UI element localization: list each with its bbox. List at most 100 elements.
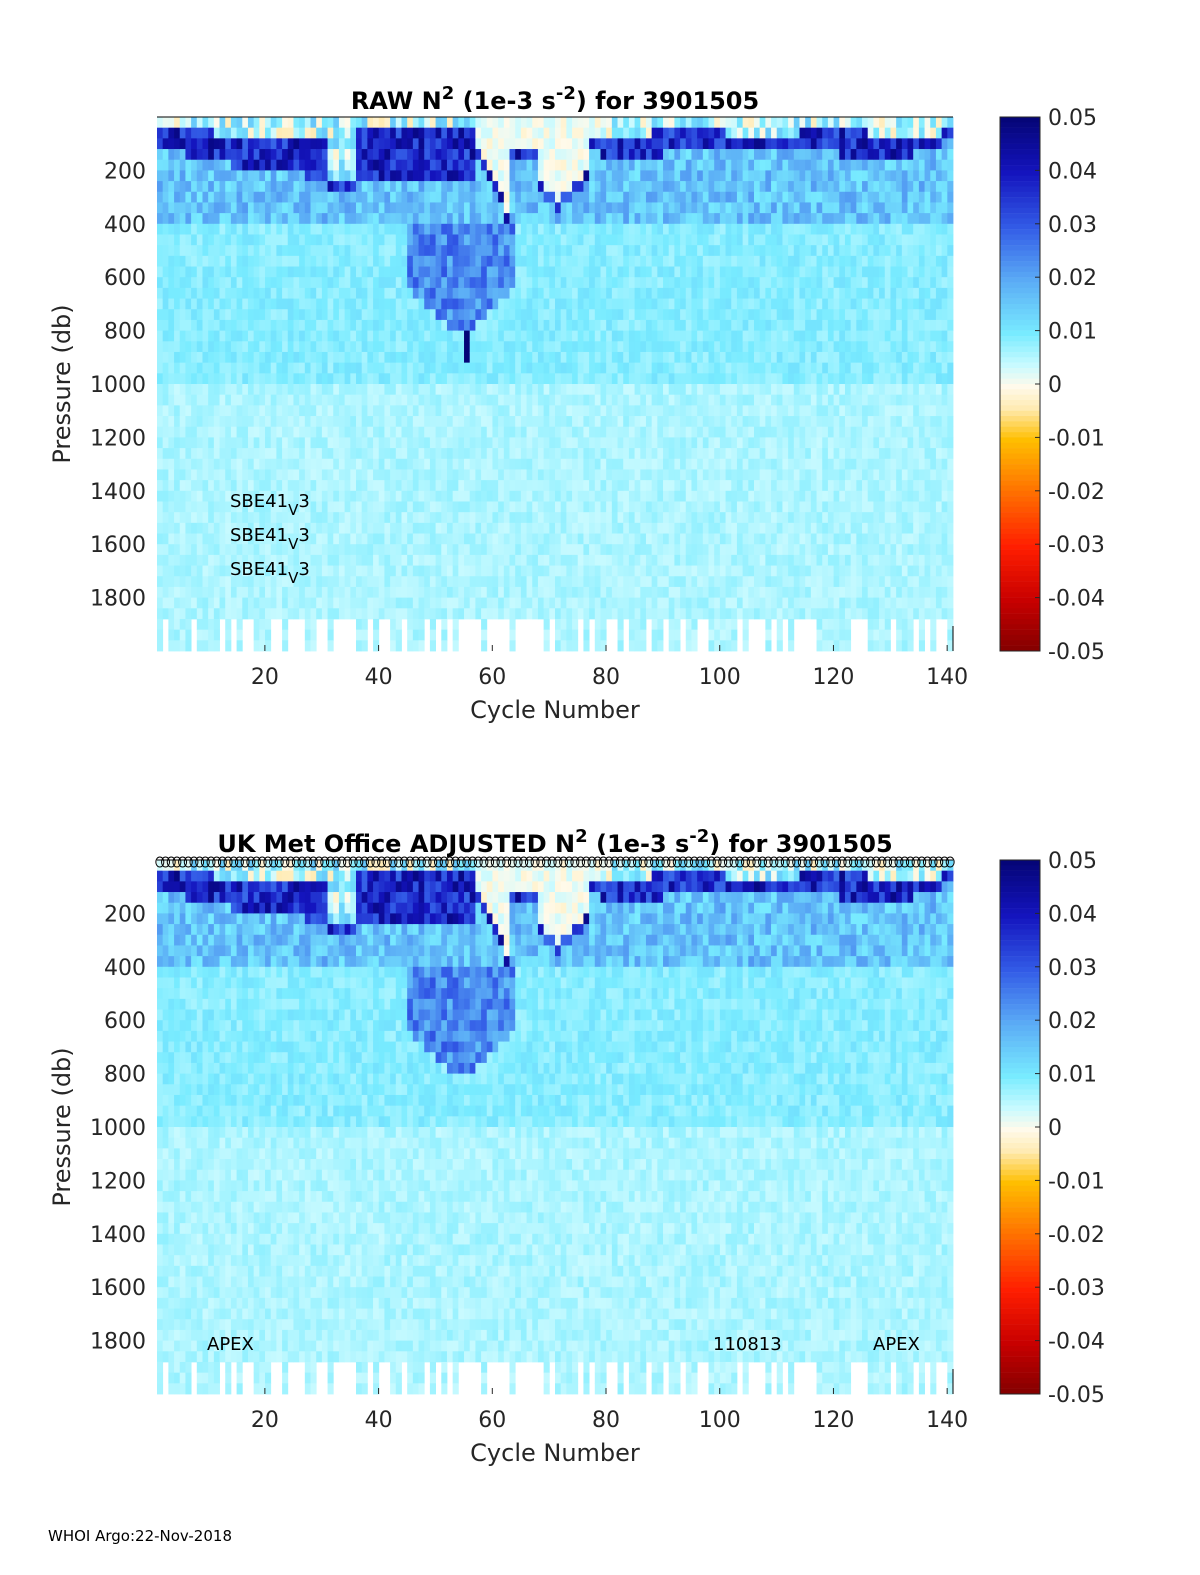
heatmap-cell bbox=[350, 202, 357, 214]
heatmap-cell bbox=[606, 405, 613, 417]
heatmap-cell bbox=[532, 522, 539, 534]
heatmap-cell bbox=[532, 469, 539, 481]
heatmap-cell bbox=[401, 127, 408, 139]
heatmap-cell bbox=[515, 394, 522, 406]
heatmap-cell bbox=[515, 554, 522, 566]
heatmap-cell bbox=[344, 554, 351, 566]
heatmap-cell bbox=[202, 159, 209, 171]
heatmap-cell bbox=[270, 234, 277, 246]
heatmap-cell bbox=[714, 394, 721, 406]
heatmap-cell bbox=[327, 149, 334, 161]
heatmap-cell bbox=[600, 191, 607, 203]
heatmap-cell bbox=[452, 341, 459, 353]
heatmap-cell bbox=[384, 469, 391, 481]
heatmap-cell bbox=[316, 448, 323, 460]
heatmap-cell bbox=[663, 223, 670, 235]
heatmap-cell bbox=[640, 437, 647, 449]
heatmap-cell bbox=[321, 149, 328, 161]
heatmap-cell bbox=[543, 565, 550, 577]
heatmap-cell bbox=[361, 127, 368, 139]
heatmap-cell bbox=[543, 330, 550, 342]
heatmap-cell bbox=[446, 448, 454, 460]
heatmap-cell bbox=[287, 202, 294, 214]
heatmap-cell bbox=[555, 554, 562, 566]
heatmap-cell bbox=[270, 554, 277, 566]
heatmap-cell bbox=[287, 127, 294, 139]
heatmap-cell bbox=[702, 533, 709, 545]
heatmap-cell bbox=[668, 149, 675, 161]
heatmap-cell bbox=[736, 266, 744, 278]
heatmap-cell bbox=[367, 159, 374, 171]
heatmap-cell bbox=[537, 480, 545, 492]
heatmap-cell bbox=[464, 319, 471, 331]
heatmap-cell bbox=[310, 565, 317, 577]
heatmap-cell bbox=[549, 245, 556, 257]
heatmap-cell bbox=[572, 191, 579, 203]
heatmap-cell bbox=[526, 458, 533, 470]
heatmap-cell bbox=[492, 223, 499, 235]
heatmap-cell bbox=[185, 341, 192, 353]
heatmap-cell bbox=[208, 448, 215, 460]
heatmap-cell bbox=[617, 298, 624, 310]
heatmap-cell bbox=[242, 245, 249, 257]
heatmap-cell bbox=[242, 330, 249, 342]
heatmap-cell bbox=[537, 544, 545, 556]
heatmap-cell bbox=[503, 170, 510, 182]
heatmap-cell bbox=[407, 618, 414, 631]
heatmap-cell bbox=[714, 629, 721, 641]
heatmap-cell bbox=[395, 544, 402, 556]
heatmap-cell bbox=[185, 597, 192, 609]
heatmap-cell bbox=[617, 266, 624, 278]
heatmap-cell bbox=[691, 448, 698, 460]
heatmap-cell bbox=[628, 117, 635, 129]
heatmap-cell bbox=[390, 416, 397, 428]
heatmap-cell bbox=[327, 501, 334, 513]
heatmap-cell bbox=[668, 287, 675, 299]
heatmap-cell bbox=[498, 255, 505, 267]
heatmap-cell bbox=[589, 448, 596, 460]
heatmap-cell bbox=[350, 490, 357, 502]
heatmap-cell bbox=[458, 213, 465, 225]
heatmap-cell bbox=[253, 351, 260, 364]
heatmap-cell bbox=[719, 576, 726, 588]
heatmap-cell bbox=[577, 223, 584, 235]
heatmap-cell bbox=[390, 287, 397, 299]
heatmap-cell bbox=[685, 522, 692, 534]
heatmap-cell bbox=[179, 234, 186, 246]
heatmap-cell bbox=[634, 416, 641, 428]
heatmap-cell bbox=[401, 512, 408, 524]
heatmap-cell bbox=[373, 640, 380, 652]
heatmap-cell bbox=[384, 522, 391, 534]
heatmap-cell bbox=[338, 245, 346, 257]
heatmap-cell bbox=[429, 191, 436, 203]
heatmap-cell bbox=[645, 266, 653, 278]
heatmap-cell bbox=[651, 480, 658, 492]
heatmap-cell bbox=[293, 255, 300, 267]
heatmap-cell bbox=[628, 351, 635, 364]
heatmap-cell bbox=[657, 287, 664, 299]
heatmap-cell bbox=[714, 448, 721, 460]
heatmap-cell bbox=[634, 512, 641, 524]
heatmap-cell bbox=[293, 341, 300, 353]
heatmap-cell bbox=[424, 159, 431, 171]
heatmap-cell bbox=[645, 181, 653, 193]
heatmap-cell bbox=[390, 629, 397, 641]
heatmap-cell bbox=[265, 138, 272, 150]
heatmap-cell bbox=[287, 266, 294, 278]
heatmap-cell bbox=[299, 512, 306, 524]
heatmap-cell bbox=[520, 384, 527, 396]
heatmap-cell bbox=[401, 554, 408, 566]
heatmap-cell bbox=[520, 234, 527, 246]
heatmap-cell bbox=[532, 309, 539, 321]
heatmap-cell bbox=[640, 277, 647, 289]
heatmap-cell bbox=[714, 170, 721, 182]
heatmap-cell bbox=[219, 416, 226, 428]
heatmap-cell bbox=[572, 576, 579, 588]
heatmap-cell bbox=[225, 319, 232, 331]
heatmap-cell bbox=[276, 394, 283, 406]
heatmap-cell bbox=[446, 426, 454, 438]
heatmap-cell bbox=[532, 544, 539, 556]
heatmap-cell bbox=[356, 117, 363, 129]
heatmap-cell bbox=[373, 213, 380, 225]
heatmap-cell bbox=[265, 223, 272, 235]
